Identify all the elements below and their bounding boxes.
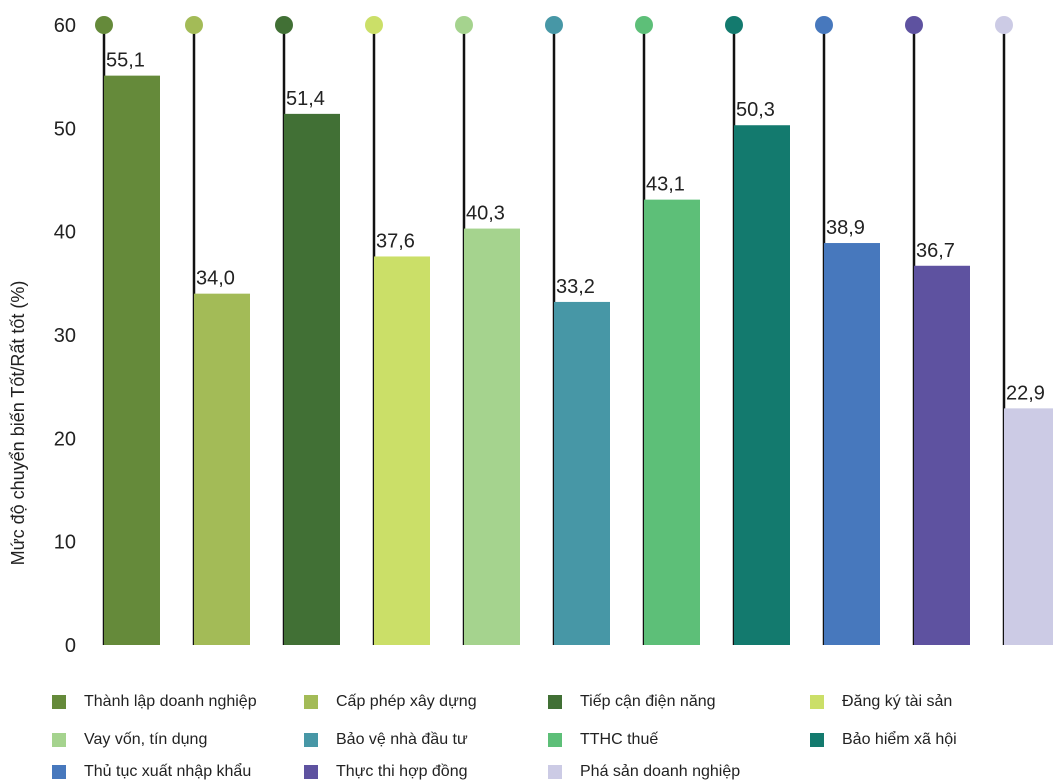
lollipop-dot [905, 16, 923, 34]
legend-swatch [810, 695, 824, 709]
bar [734, 125, 790, 645]
legend-label: Tiếp cận điện năng [580, 693, 716, 710]
legend-swatch [304, 765, 318, 779]
legend-item: Vay vốn, tín dụng [52, 731, 207, 749]
bar-value-label: 37,6 [376, 230, 415, 252]
legend-swatch [52, 733, 66, 747]
bar [554, 301, 610, 645]
bar [644, 199, 700, 645]
legend-label: Vay vốn, tín dụng [84, 731, 208, 748]
legend-swatch [548, 733, 562, 747]
lollipop-dots [95, 16, 1013, 34]
legend-label: Thành lập doanh nghiệp [84, 693, 257, 710]
bar-value-label: 43,1 [646, 174, 685, 196]
bar [1004, 408, 1053, 645]
bars [104, 75, 1053, 646]
legend: Thành lập doanh nghiệp Cấp phép xây dựng T… [0, 688, 1053, 783]
legend-label: Bảo hiểm xã hội [842, 731, 957, 748]
lollipop-dot [185, 16, 203, 34]
legend-swatch [52, 765, 66, 779]
bar [284, 113, 340, 645]
bar-value-label: 51,4 [286, 88, 325, 110]
legend-label: Thủ tục xuất nhập khẩu [84, 763, 252, 780]
legend-item: Thực thi hợp đồng [304, 763, 468, 781]
bar-value-label: 34,0 [196, 268, 235, 290]
bar-value-label: 22,9 [1006, 382, 1045, 404]
lollipop-dot [815, 16, 833, 34]
y-tick-label: 20 [54, 428, 76, 450]
y-tick-label: 0 [65, 635, 76, 657]
bar [104, 75, 160, 646]
legend-label: TTHC thuế [580, 731, 659, 748]
lollipop-dot [635, 16, 653, 34]
legend-item: Bảo hiểm xã hội [810, 731, 957, 749]
legend-swatch [810, 733, 824, 747]
legend-swatch [304, 695, 318, 709]
bar-value-label: 38,9 [826, 217, 865, 239]
y-tick-label: 40 [54, 222, 76, 244]
y-tick-label: 50 [54, 118, 76, 140]
y-tick-label: 30 [54, 325, 76, 347]
legend-item: TTHC thuế [548, 731, 658, 749]
legend-item: Cấp phép xây dựng [304, 693, 477, 711]
lollipop-dot [725, 16, 743, 34]
bar-value-label: 50,3 [736, 99, 775, 121]
lollipop-dot [275, 16, 293, 34]
lollipop-dot [95, 16, 113, 34]
y-tick-label: 60 [54, 15, 76, 37]
bar [824, 243, 880, 646]
legend-swatch [548, 765, 562, 779]
legend-item: Phá sản doanh nghiệp [548, 763, 740, 781]
legend-item: Tiếp cận điện năng [548, 693, 716, 711]
lollipop-dot [545, 16, 563, 34]
bar-value-label: 40,3 [466, 203, 505, 225]
legend-label: Cấp phép xây dựng [336, 693, 477, 710]
bar-value-label: 33,2 [556, 276, 595, 298]
legend-item: Đăng ký tài sản [810, 693, 952, 711]
legend-item: Thành lập doanh nghiệp [52, 693, 257, 711]
lollipop-dot [455, 16, 473, 34]
y-tick-label: 10 [54, 532, 76, 554]
legend-swatch [304, 733, 318, 747]
bar [464, 228, 520, 646]
legend-label: Thực thi hợp đồng [336, 763, 468, 780]
bar-value-label: 55,1 [106, 50, 145, 72]
legend-label: Bảo vệ nhà đầu tư [336, 731, 468, 748]
legend-swatch [52, 695, 66, 709]
legend-item: Thủ tục xuất nhập khẩu [52, 763, 251, 781]
legend-label: Phá sản doanh nghiệp [580, 763, 741, 780]
bar [374, 256, 430, 645]
legend-swatch [548, 695, 562, 709]
value-labels: 55,1 34,0 51,4 37,6 40,3 33,2 43,1 50,3 38,9 36,7… [106, 50, 1045, 405]
lollipop-dot [995, 16, 1013, 34]
bar [914, 265, 970, 645]
bar-value-label: 36,7 [916, 240, 955, 262]
legend-label: Đăng ký tài sản [842, 693, 953, 710]
y-axis-ticks: 0 10 20 30 40 50 60 [54, 15, 76, 657]
bar-chart: Mức độ chuyển biến Tốt/Rất tốt (%) 0 10 20… [8, 15, 1053, 657]
legend-item: Bảo vệ nhà đầu tư [304, 731, 468, 749]
lollipop-dot [365, 16, 383, 34]
bar [194, 293, 250, 645]
y-axis-title: Mức độ chuyển biến Tốt/Rất tốt (%) [8, 281, 28, 566]
